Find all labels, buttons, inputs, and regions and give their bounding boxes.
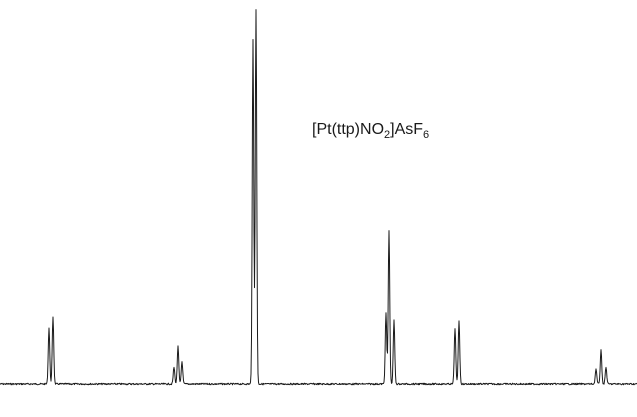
spectrum-trace-group <box>0 9 637 386</box>
spectrum-trace <box>0 9 637 386</box>
compound-label: [Pt(ttp)NO2]AsF6 <box>312 121 429 141</box>
label-part-1: [Pt(ttp)NO <box>312 121 384 138</box>
label-part-4: 6 <box>423 129 429 141</box>
label-part-3: ]AsF <box>390 121 423 138</box>
label-part-2: 2 <box>384 129 390 141</box>
